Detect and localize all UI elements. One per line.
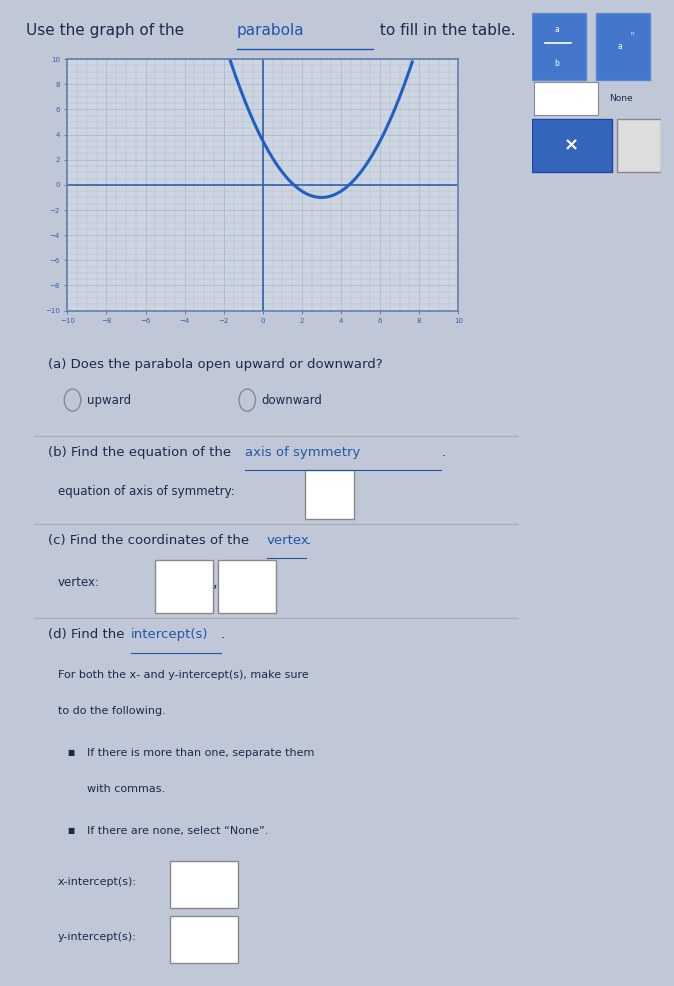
- Text: Use the graph of the: Use the graph of the: [26, 23, 189, 38]
- Text: parabola: parabola: [237, 23, 305, 38]
- Text: downward: downward: [262, 393, 323, 406]
- Text: ■: ■: [67, 826, 75, 835]
- Text: to fill in the table.: to fill in the table.: [375, 23, 515, 38]
- Text: a: a: [555, 26, 559, 35]
- FancyBboxPatch shape: [170, 861, 237, 908]
- FancyBboxPatch shape: [305, 469, 354, 519]
- Text: .: .: [220, 628, 224, 641]
- FancyBboxPatch shape: [534, 82, 598, 115]
- FancyBboxPatch shape: [617, 119, 661, 173]
- Text: (a) Does the parabola open upward or downward?: (a) Does the parabola open upward or dow…: [49, 358, 383, 371]
- Text: axis of symmetry: axis of symmetry: [245, 446, 360, 458]
- Text: None: None: [609, 95, 633, 104]
- Text: n: n: [631, 31, 634, 35]
- Text: x-intercept(s):: x-intercept(s):: [58, 877, 137, 886]
- Text: (b) Find the equation of the: (b) Find the equation of the: [49, 446, 236, 458]
- Text: For both the x- and y-intercept(s), make sure: For both the x- and y-intercept(s), make…: [58, 670, 309, 680]
- Text: If there is more than one, separate them: If there is more than one, separate them: [87, 748, 315, 758]
- Text: (d) Find the: (d) Find the: [49, 628, 129, 641]
- FancyBboxPatch shape: [532, 13, 586, 80]
- Text: ,: ,: [213, 575, 218, 590]
- FancyBboxPatch shape: [596, 13, 650, 80]
- Text: vertex:: vertex:: [58, 576, 100, 589]
- Text: If there are none, select “None”.: If there are none, select “None”.: [87, 826, 268, 836]
- Text: to do the following.: to do the following.: [58, 706, 166, 716]
- Text: vertex: vertex: [267, 533, 309, 546]
- FancyBboxPatch shape: [218, 560, 276, 613]
- Text: a: a: [617, 42, 622, 51]
- Text: ■: ■: [67, 748, 75, 757]
- Text: y-intercept(s):: y-intercept(s):: [58, 932, 137, 942]
- Text: intercept(s): intercept(s): [131, 628, 208, 641]
- Text: b: b: [554, 59, 559, 68]
- Text: .: .: [307, 533, 311, 546]
- FancyBboxPatch shape: [170, 916, 237, 963]
- Text: .: .: [441, 446, 446, 458]
- Text: (c) Find the coordinates of the: (c) Find the coordinates of the: [49, 533, 253, 546]
- FancyBboxPatch shape: [155, 560, 213, 613]
- Text: equation of axis of symmetry:: equation of axis of symmetry:: [58, 485, 235, 498]
- Text: upward: upward: [87, 393, 131, 406]
- FancyBboxPatch shape: [532, 119, 612, 173]
- Text: ×: ×: [563, 137, 578, 155]
- Text: with commas.: with commas.: [87, 784, 165, 794]
